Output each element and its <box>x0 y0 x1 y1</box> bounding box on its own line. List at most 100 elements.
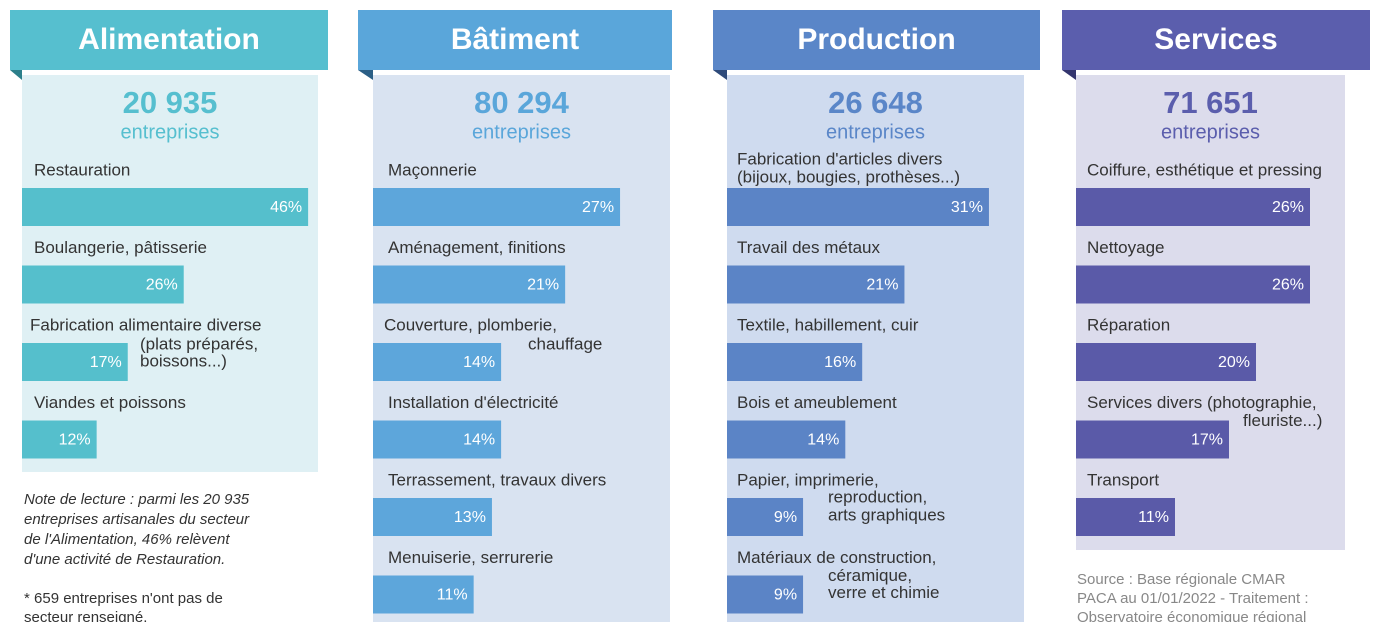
bar <box>22 188 309 226</box>
source: PACA au 01/01/2022 - Traitement : <box>1077 590 1309 607</box>
item-label: verre et chimie <box>828 583 939 602</box>
panel-title: Production <box>797 23 955 56</box>
bar <box>1076 265 1310 304</box>
count: 20 935 <box>123 85 218 120</box>
item-label: fleuriste...) <box>1243 411 1322 430</box>
item-label: Fabrication d'articles divers <box>737 149 942 168</box>
bar <box>373 420 502 459</box>
reading-note: entreprises artisanales du secteur <box>24 511 250 528</box>
item-label: Transport <box>1087 470 1159 489</box>
reading-note: d'une activité de Restauration. <box>24 551 225 568</box>
bar <box>727 343 863 381</box>
bar <box>1076 498 1175 536</box>
unit: entreprises <box>1161 121 1260 143</box>
source: Source : Base régionale CMAR <box>1077 571 1286 588</box>
bar <box>1076 188 1310 226</box>
bar <box>22 343 128 381</box>
footnote: secteur renseigné. <box>24 609 147 622</box>
item-label: (plats préparés, <box>140 334 258 353</box>
bar <box>373 265 566 304</box>
item-label: Bois et ameublement <box>737 393 897 412</box>
source: Observatoire économique régional <box>1077 609 1306 622</box>
bar <box>1076 420 1229 459</box>
bar <box>727 498 804 536</box>
item-label: arts graphiques <box>828 505 945 524</box>
bar-value: 14% <box>807 432 839 449</box>
bar <box>373 188 621 226</box>
bar <box>373 498 492 536</box>
count: 26 648 <box>828 85 923 120</box>
ribbon-fold <box>358 70 373 80</box>
bar <box>373 343 502 381</box>
bar-value: 26% <box>146 277 178 294</box>
item-label: Viandes et poissons <box>34 393 186 412</box>
panel-header <box>1062 10 1370 70</box>
item-label: Coiffure, esthétique et pressing <box>1087 160 1322 179</box>
item-label: Terrassement, travaux divers <box>388 470 606 489</box>
item-label: Fabrication alimentaire diverse <box>30 315 262 334</box>
bar-value: 46% <box>270 199 302 216</box>
bar <box>727 188 989 226</box>
ribbon-fold <box>713 70 727 80</box>
item-label: Maçonnerie <box>388 160 477 179</box>
item-label: Couverture, plomberie, <box>384 315 557 334</box>
item-label: (bijoux, bougies, prothèses...) <box>737 167 960 186</box>
count: 71 651 <box>1163 85 1258 120</box>
reading-note: Note de lecture : parmi les 20 935 <box>24 491 250 508</box>
bar-value: 17% <box>90 354 122 371</box>
item-label: Textile, habillement, cuir <box>737 315 919 334</box>
item-label: Installation d'électricité <box>388 393 559 412</box>
bar-value: 16% <box>824 354 856 371</box>
panel-header <box>358 10 672 70</box>
bar <box>22 265 184 304</box>
bar-value: 27% <box>582 199 614 216</box>
item-label: chauffage <box>528 334 602 353</box>
panel-body <box>1076 75 1345 550</box>
bar-value: 31% <box>951 199 983 216</box>
panel-title: Bâtiment <box>451 23 579 56</box>
bar <box>1076 343 1256 381</box>
item-label: Aménagement, finitions <box>388 238 566 257</box>
bar <box>727 420 846 459</box>
bar-value: 12% <box>59 432 91 449</box>
bar-value: 14% <box>463 432 495 449</box>
panel-title: Services <box>1154 23 1277 56</box>
unit: entreprises <box>826 121 925 143</box>
panel-header <box>713 10 1040 70</box>
reading-note: de l'Alimentation, 46% relèvent <box>24 531 230 548</box>
unit: entreprises <box>472 121 571 143</box>
bar <box>373 575 474 614</box>
bar-value: 13% <box>454 509 486 526</box>
item-label: boissons...) <box>140 351 227 370</box>
bar-value: 14% <box>463 354 495 371</box>
unit: entreprises <box>121 121 220 143</box>
bar-value: 17% <box>1191 432 1223 449</box>
bar-value: 11% <box>1138 509 1169 526</box>
item-label: Matériaux de construction, <box>737 548 936 567</box>
item-label: Nettoyage <box>1087 238 1165 257</box>
panel-header <box>10 10 328 70</box>
bar-value: 20% <box>1218 354 1250 371</box>
bar-value: 9% <box>774 587 797 604</box>
ribbon-fold <box>10 70 22 80</box>
bar <box>727 265 905 304</box>
bar-value: 21% <box>527 277 559 294</box>
item-label: Boulangerie, pâtisserie <box>34 238 207 257</box>
item-label: Services divers (photographie, <box>1087 393 1317 412</box>
footnote: * 659 entreprises n'ont pas de <box>24 590 223 607</box>
bar <box>22 420 97 459</box>
bar-value: 11% <box>437 587 468 604</box>
item-label: céramique, <box>828 566 912 585</box>
bar-value: 26% <box>1272 199 1304 216</box>
panel-title: Alimentation <box>78 23 260 56</box>
count: 80 294 <box>474 85 570 120</box>
item-label: Restauration <box>34 160 130 179</box>
ribbon-fold <box>1062 70 1076 80</box>
item-label: reproduction, <box>828 487 927 506</box>
item-label: Travail des métaux <box>737 238 880 257</box>
bar-value: 26% <box>1272 277 1304 294</box>
bar-value: 9% <box>774 509 797 526</box>
item-label: Menuiserie, serrurerie <box>388 548 553 567</box>
